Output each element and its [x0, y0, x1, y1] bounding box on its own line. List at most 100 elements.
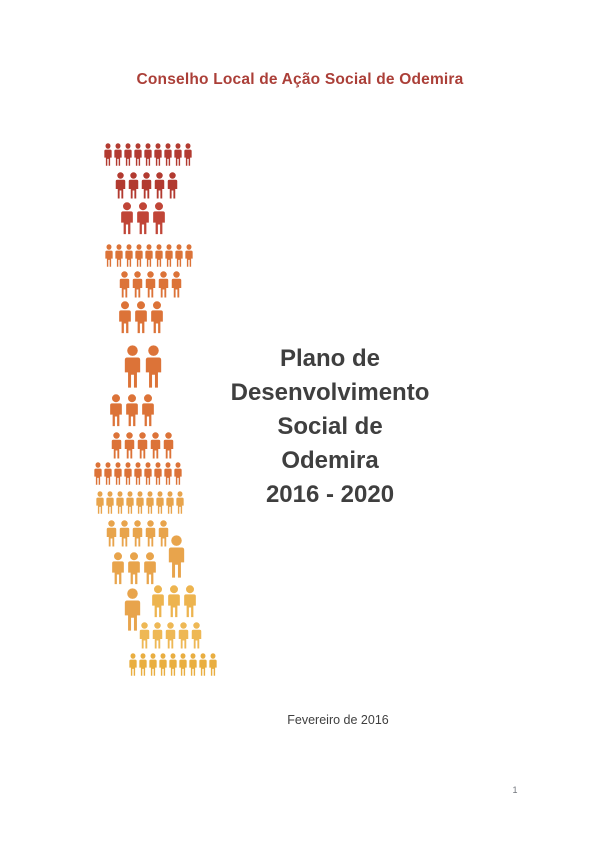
pictogram-group	[108, 394, 156, 428]
pictogram-row	[118, 271, 183, 299]
person-icon	[135, 244, 143, 267]
person-icon	[119, 520, 130, 547]
person-icon	[145, 345, 162, 388]
person-icon	[209, 653, 217, 676]
person-icon	[104, 143, 112, 166]
person-icon	[110, 394, 122, 427]
pictogram-group	[105, 520, 170, 548]
pictogram-row	[138, 622, 203, 650]
person-icon	[94, 462, 102, 485]
person-icon	[126, 394, 138, 427]
person-icon	[165, 244, 173, 267]
person-icon	[155, 244, 163, 267]
person-icon	[124, 588, 141, 631]
person-icon	[112, 552, 124, 585]
person-icon	[154, 172, 165, 199]
pictogram-group	[122, 345, 164, 390]
person-icon	[129, 653, 137, 676]
person-icon	[152, 622, 163, 649]
person-icon	[166, 491, 174, 514]
person-icon	[114, 143, 122, 166]
person-icon	[174, 462, 182, 485]
person-icon	[168, 585, 180, 618]
cover-title-line: Desenvolvimento	[230, 379, 430, 406]
person-icon	[144, 143, 152, 166]
person-icon	[124, 432, 135, 459]
person-icon	[145, 244, 153, 267]
person-icon	[125, 244, 133, 267]
pictogram-row	[104, 244, 194, 268]
pictogram-group	[110, 552, 158, 586]
pictogram-group	[95, 491, 185, 515]
person-icon	[153, 202, 165, 235]
person-icon	[96, 491, 104, 514]
person-icon	[178, 622, 189, 649]
pictogram-row	[128, 653, 218, 677]
person-icon	[185, 244, 193, 267]
person-icon	[158, 271, 169, 298]
person-icon	[132, 520, 143, 547]
person-icon	[144, 462, 152, 485]
cover-title-line: Odemira	[281, 447, 379, 474]
person-icon	[167, 172, 178, 199]
pictogram-group	[150, 585, 198, 619]
person-icon	[106, 491, 114, 514]
page-number: 1	[512, 785, 518, 795]
pictogram-group	[128, 653, 218, 677]
person-icon	[128, 172, 139, 199]
cover-title-line: Plano de	[279, 345, 381, 372]
person-icon	[150, 432, 161, 459]
person-icon	[124, 345, 141, 388]
pictogram-row	[108, 394, 156, 428]
pictogram-row	[117, 301, 165, 335]
pictogram-row	[110, 432, 175, 460]
person-icon	[151, 301, 163, 334]
pictogram-group	[110, 432, 175, 460]
person-icon	[114, 462, 122, 485]
person-icon	[119, 271, 130, 298]
pictogram-row	[122, 345, 164, 390]
person-icon	[124, 143, 132, 166]
person-icon	[168, 535, 185, 578]
person-icon	[174, 143, 182, 166]
pictogram-group	[114, 172, 179, 200]
pictogram-row	[95, 491, 185, 515]
person-icon	[154, 462, 162, 485]
person-icon	[132, 271, 143, 298]
pictogram-group	[119, 202, 167, 236]
person-icon	[104, 462, 112, 485]
pictogram-group	[138, 622, 203, 650]
person-icon	[134, 143, 142, 166]
person-icon	[163, 432, 174, 459]
cover-title: Plano de Desenvolvimento Social de Odemi…	[190, 342, 470, 512]
header-title: Conselho Local de Ação Social de Odemira	[136, 71, 464, 88]
person-icon	[106, 520, 117, 547]
person-icon	[105, 244, 113, 267]
person-icon	[145, 520, 156, 547]
pictogram-group	[103, 143, 193, 167]
person-icon	[134, 462, 142, 485]
person-icon	[175, 244, 183, 267]
person-icon	[139, 622, 150, 649]
pictogram-row	[105, 520, 170, 548]
person-icon	[137, 432, 148, 459]
person-icon	[191, 622, 202, 649]
person-icon	[165, 622, 176, 649]
pictogram-group	[122, 588, 143, 633]
person-icon	[137, 202, 149, 235]
person-icon	[164, 143, 172, 166]
person-icon	[145, 271, 156, 298]
person-icon	[184, 143, 192, 166]
person-icon	[135, 301, 147, 334]
person-icon	[184, 585, 196, 618]
pictogram-row	[103, 143, 193, 167]
person-icon	[128, 552, 140, 585]
person-icon	[199, 653, 207, 676]
person-icon	[176, 491, 184, 514]
pictogram-group	[104, 244, 194, 268]
person-icon	[126, 491, 134, 514]
pictogram-row	[122, 585, 198, 633]
person-icon	[115, 244, 123, 267]
cover-title-line: Social de	[277, 413, 383, 440]
